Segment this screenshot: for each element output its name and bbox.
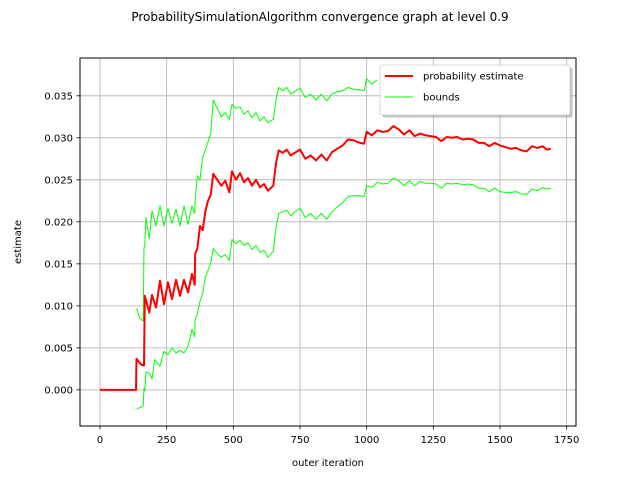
- y-tick-label: 0.025: [44, 175, 73, 186]
- bound-line: [136, 177, 551, 410]
- y-tick-label: 0.010: [44, 301, 73, 312]
- y-axis-title: estimate: [13, 220, 24, 264]
- legend-box: [379, 64, 571, 116]
- y-tick-label: 0.000: [44, 385, 73, 396]
- x-tick-label: 1750: [554, 435, 579, 446]
- legend-label: probability estimate: [423, 72, 524, 83]
- bound-line: [136, 78, 378, 322]
- axes-frame: [79, 57, 577, 427]
- x-tick-label: 1250: [421, 435, 446, 446]
- x-tick-label: 750: [290, 435, 309, 446]
- grid: [80, 58, 576, 426]
- chart-title: ProbabilitySimulationAlgorithm convergen…: [131, 10, 508, 24]
- x-tick-label: 1500: [487, 435, 512, 446]
- y-tick-label: 0.015: [44, 259, 73, 270]
- y-tick-label: 0.035: [44, 91, 73, 102]
- y-tick-label: 0.005: [44, 343, 73, 354]
- y-tick-label: 0.030: [44, 133, 73, 144]
- x-tick-label: 0: [97, 435, 103, 446]
- x-tick-label: 500: [224, 435, 243, 446]
- y-tick-label: 0.020: [44, 217, 73, 228]
- legend: probability estimate bounds: [379, 64, 573, 118]
- x-tick-label: 1000: [354, 435, 379, 446]
- legend-label: bounds: [423, 93, 460, 104]
- estimate-line: [100, 125, 551, 391]
- x-tick-label: 250: [157, 435, 176, 446]
- x-axis-title: outer iteration: [292, 458, 364, 469]
- y-axis: 0.000 0.005 0.010 0.015 0.020 0.025 0.030 0.035: [44, 91, 80, 396]
- x-axis: 0 250 500 750 1000 1250 1500 1750: [97, 426, 579, 446]
